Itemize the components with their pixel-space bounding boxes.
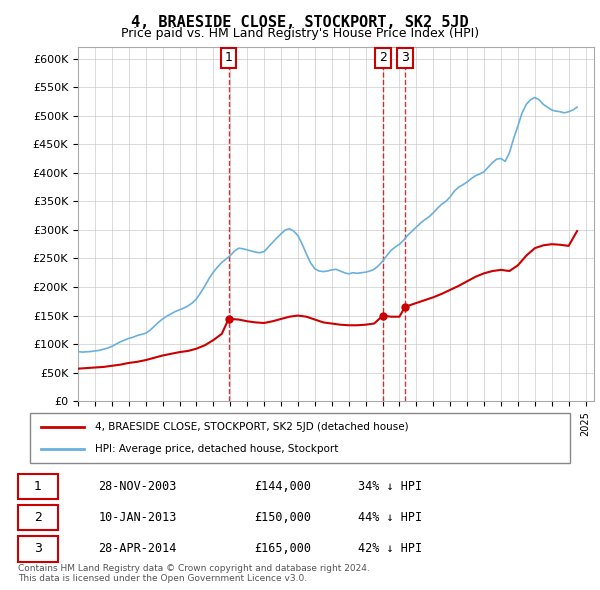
Text: £144,000: £144,000 (254, 480, 311, 493)
Text: 4, BRAESIDE CLOSE, STOCKPORT, SK2 5JD: 4, BRAESIDE CLOSE, STOCKPORT, SK2 5JD (131, 15, 469, 30)
FancyBboxPatch shape (30, 413, 570, 463)
Text: 2: 2 (379, 51, 387, 64)
Text: 28-APR-2014: 28-APR-2014 (98, 542, 177, 555)
Text: 10-JAN-2013: 10-JAN-2013 (98, 511, 177, 525)
Text: 42% ↓ HPI: 42% ↓ HPI (358, 542, 422, 555)
Text: 4, BRAESIDE CLOSE, STOCKPORT, SK2 5JD (detached house): 4, BRAESIDE CLOSE, STOCKPORT, SK2 5JD (d… (95, 422, 409, 432)
Text: 28-NOV-2003: 28-NOV-2003 (98, 480, 177, 493)
Text: £165,000: £165,000 (254, 542, 311, 555)
Text: 3: 3 (401, 51, 409, 64)
Text: 3: 3 (34, 542, 42, 555)
FancyBboxPatch shape (18, 505, 58, 530)
FancyBboxPatch shape (18, 474, 58, 499)
Text: 1: 1 (34, 480, 42, 493)
Text: 44% ↓ HPI: 44% ↓ HPI (358, 511, 422, 525)
Text: 1: 1 (224, 51, 233, 64)
Text: Contains HM Land Registry data © Crown copyright and database right 2024.
This d: Contains HM Land Registry data © Crown c… (18, 563, 370, 583)
Text: £150,000: £150,000 (254, 511, 311, 525)
Text: Price paid vs. HM Land Registry's House Price Index (HPI): Price paid vs. HM Land Registry's House … (121, 27, 479, 40)
Text: 34% ↓ HPI: 34% ↓ HPI (358, 480, 422, 493)
FancyBboxPatch shape (18, 536, 58, 562)
Text: HPI: Average price, detached house, Stockport: HPI: Average price, detached house, Stoc… (95, 444, 338, 454)
Text: 2: 2 (34, 511, 42, 525)
